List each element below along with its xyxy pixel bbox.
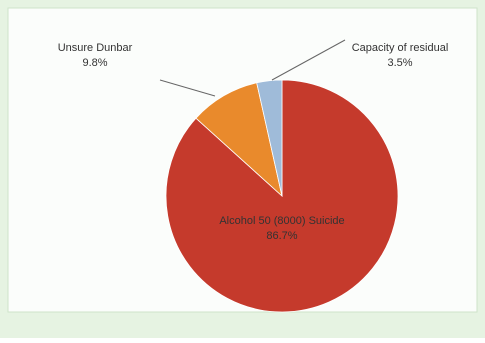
slice-label: Unsure Dunbar (58, 42, 133, 54)
pie-slice (256, 79, 283, 197)
slice-value: 9.8% (82, 57, 107, 69)
leader-line (159, 79, 216, 97)
leader-line (271, 39, 346, 81)
slice-label: Capacity of residual (352, 42, 449, 54)
slice-value: 3.5% (387, 57, 412, 69)
slice-value: 86.7% (266, 230, 297, 242)
slice-label: Alcohol 50 (8000) Suicide (219, 215, 344, 227)
